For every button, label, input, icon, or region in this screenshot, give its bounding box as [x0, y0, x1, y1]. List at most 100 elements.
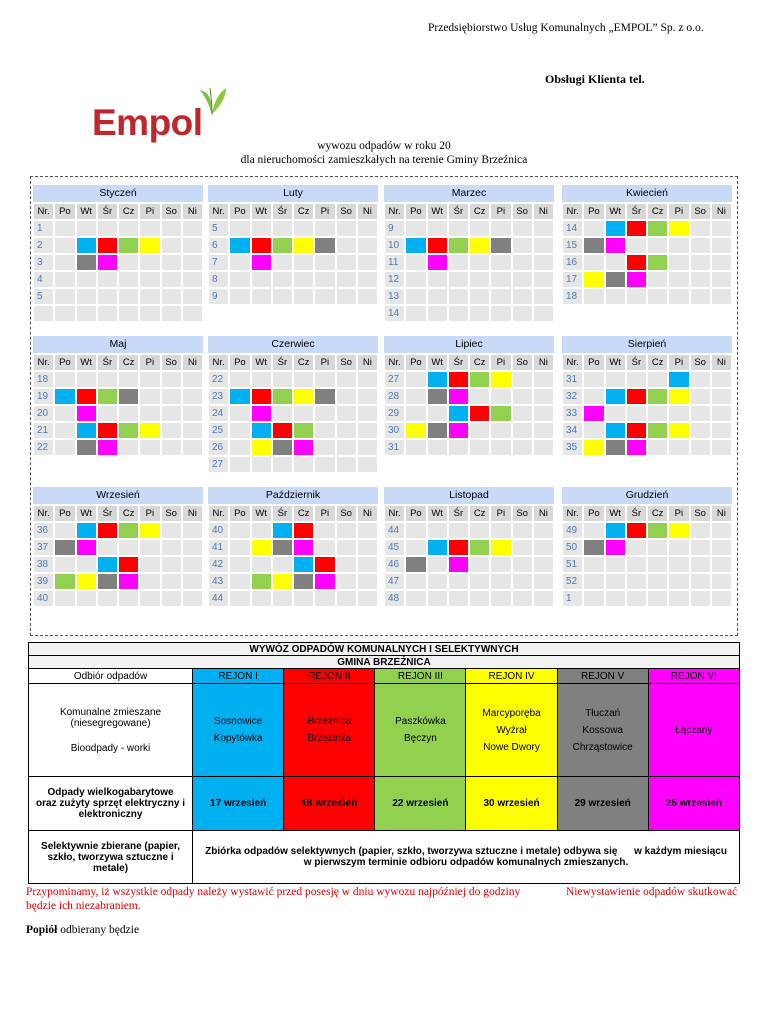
- collection-day: [604, 388, 626, 405]
- day-header: So: [689, 354, 711, 371]
- collection-day: [426, 539, 448, 556]
- collection-day: [96, 388, 118, 405]
- week-number: 43: [208, 573, 230, 590]
- row1-label-line: (niesegregowane): [70, 717, 151, 729]
- day-cell: [96, 271, 118, 288]
- day-cell: [54, 590, 76, 607]
- day-cell: [511, 220, 533, 237]
- day-cell: [511, 439, 533, 456]
- day-header: Wt: [604, 354, 626, 371]
- day-header: Pi: [490, 203, 512, 220]
- day-cell: [229, 422, 251, 439]
- day-cell: [75, 590, 97, 607]
- day-cell: [405, 539, 427, 556]
- day-header: Ni: [356, 505, 378, 522]
- region-bulky-date: 17 wrzesień: [192, 776, 285, 831]
- month-block: Marzec Nr. Po Wt Śr Cz Pi So Ni 9 10 11 12 13 14: [384, 185, 554, 322]
- collection-day: [583, 405, 605, 422]
- collection-day: [293, 539, 315, 556]
- month-grid: Nr. Po Wt Śr Cz Pi So Ni 40 41 42 43 44: [208, 505, 378, 607]
- week-number: 24: [208, 405, 230, 422]
- day-cell: [356, 388, 378, 405]
- collection-day: [447, 422, 469, 439]
- day-cell: [689, 573, 711, 590]
- row1-label-line: Komunalne zmieszane: [59, 706, 162, 718]
- day-header: Cz: [293, 354, 315, 371]
- region-header: REJON I: [192, 668, 285, 684]
- collection-day: [447, 237, 469, 254]
- day-header: So: [689, 505, 711, 522]
- collection-day: [647, 388, 669, 405]
- day-cell: [160, 305, 182, 322]
- day-cell: [54, 371, 76, 388]
- collection-day: [250, 439, 272, 456]
- row-label-selektywne: Selektywnie zbierane (papier, szkło, two…: [27, 830, 194, 884]
- day-header: So: [689, 203, 711, 220]
- month-name: Wrzesień: [33, 487, 203, 505]
- day-cell: [335, 220, 357, 237]
- day-cell: [181, 305, 203, 322]
- collection-day: [426, 371, 448, 388]
- day-cell: [668, 439, 690, 456]
- week-number: 19: [33, 388, 55, 405]
- collection-day: [405, 556, 427, 573]
- week-number: 42: [208, 556, 230, 573]
- day-cell: [356, 590, 378, 607]
- day-cell: [426, 556, 448, 573]
- week-number: 25: [208, 422, 230, 439]
- collection-day: [405, 422, 427, 439]
- day-header: So: [160, 354, 182, 371]
- day-cell: [604, 254, 626, 271]
- day-cell: [668, 405, 690, 422]
- week-number: 45: [384, 539, 406, 556]
- region-localities: Tłuczań Kossowa Chrząstowice: [556, 683, 649, 777]
- day-cell: [490, 422, 512, 439]
- collection-day: [625, 422, 647, 439]
- day-cell: [583, 522, 605, 539]
- day-cell: [271, 271, 293, 288]
- day-cell: [139, 556, 161, 573]
- week-number: 6: [208, 237, 230, 254]
- week-number: 48: [384, 590, 406, 607]
- day-cell: [118, 405, 140, 422]
- day-cell: [447, 590, 469, 607]
- collection-day: [647, 422, 669, 439]
- day-cell: [604, 371, 626, 388]
- day-cell: [689, 439, 711, 456]
- day-header: So: [511, 505, 533, 522]
- week-number: 41: [208, 539, 230, 556]
- day-header: Po: [54, 203, 76, 220]
- day-cell: [75, 271, 97, 288]
- day-header: So: [335, 354, 357, 371]
- day-header: Śr: [96, 505, 118, 522]
- day-cell: [335, 522, 357, 539]
- day-cell: [405, 573, 427, 590]
- collection-day: [118, 388, 140, 405]
- collection-day: [426, 422, 448, 439]
- month-name: Lipiec: [384, 336, 554, 354]
- day-cell: [54, 522, 76, 539]
- collection-day: [75, 573, 97, 590]
- day-cell: [229, 456, 251, 473]
- collection-day: [229, 237, 251, 254]
- day-cell: [469, 422, 491, 439]
- day-cell: [96, 590, 118, 607]
- month-grid: Nr. Po Wt Śr Cz Pi So Ni 9 10 11 12 13 14: [384, 203, 554, 322]
- day-header: Pi: [139, 203, 161, 220]
- month-grid: Nr. Po Wt Śr Cz Pi So Ni 5 6 7 8 9: [208, 203, 378, 305]
- day-cell: [511, 388, 533, 405]
- week-number: 44: [384, 522, 406, 539]
- day-cell: [75, 305, 97, 322]
- week-number: 47: [384, 573, 406, 590]
- collection-day: [75, 388, 97, 405]
- month-block: Październik Nr. Po Wt Śr Cz Pi So Ni 40 41 42 43 44: [208, 487, 378, 607]
- day-cell: [314, 456, 336, 473]
- day-cell: [160, 254, 182, 271]
- day-cell: [710, 371, 732, 388]
- reminder-line-right: Niewystawienie odpadów skutkować: [566, 886, 738, 898]
- collection-day: [250, 539, 272, 556]
- locality-name: Wyźrał: [496, 724, 527, 736]
- day-header: Pi: [314, 354, 336, 371]
- day-cell: [710, 556, 732, 573]
- day-cell: [689, 590, 711, 607]
